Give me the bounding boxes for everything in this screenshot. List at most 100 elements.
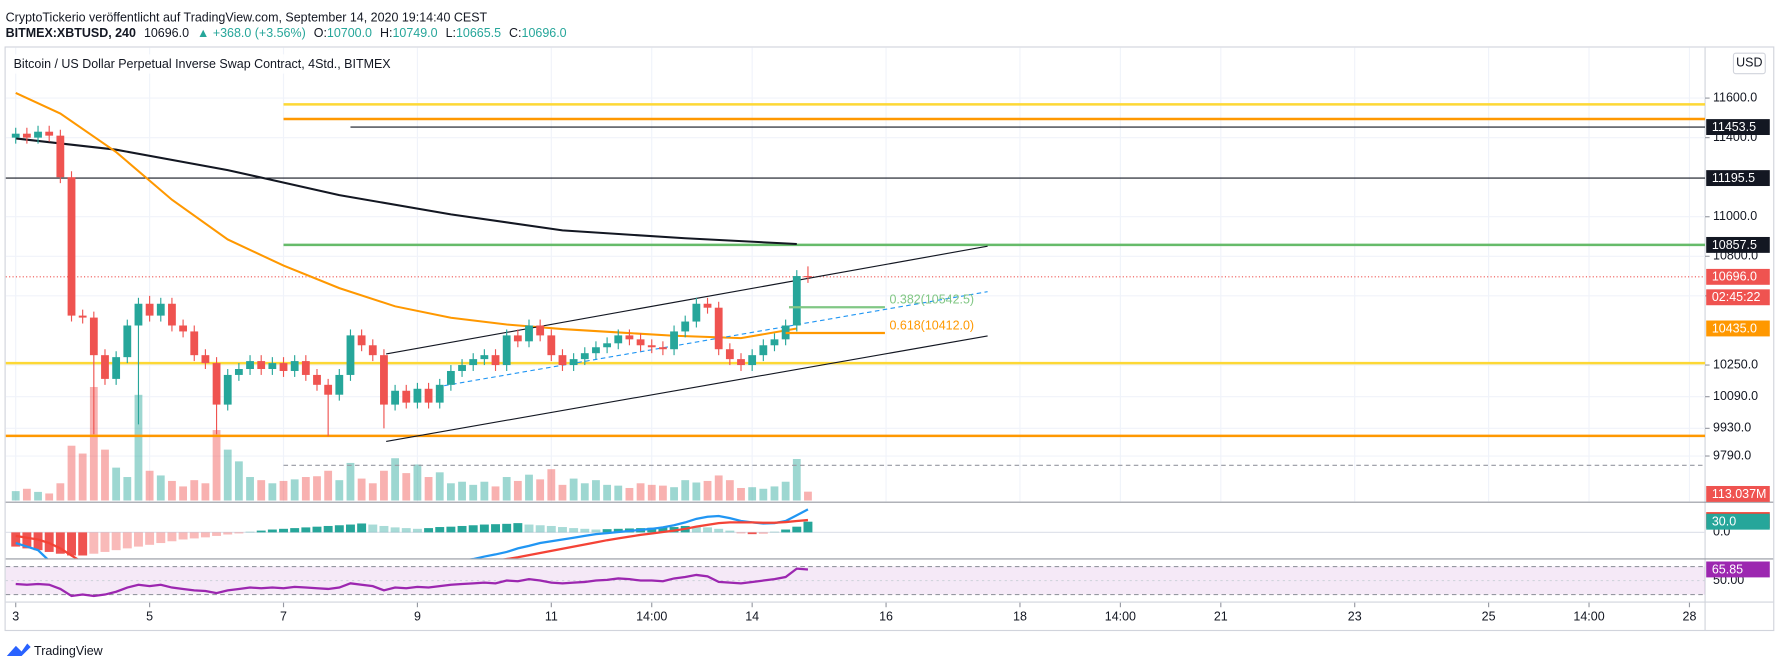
candle-body [592, 347, 600, 354]
candle-body [156, 303, 165, 316]
candle-body [324, 384, 333, 395]
candle-body [748, 355, 757, 366]
volume-bar [168, 480, 176, 501]
candle-body [703, 303, 712, 308]
candle-body [580, 353, 589, 360]
level-label-bg [1706, 236, 1770, 253]
macd-histogram-bar [390, 527, 400, 533]
macd-histogram-bar [714, 528, 724, 533]
change: ▲ +368.0 (+3.56%) [197, 26, 306, 40]
volume-bar [424, 477, 433, 501]
macd-histogram-bar [133, 532, 143, 547]
macd-histogram-bar [546, 525, 556, 533]
candle-body [257, 361, 266, 370]
candle-body [168, 303, 176, 326]
volume-bar [413, 464, 422, 501]
y-tick-label: 9790.0 [1713, 448, 1751, 462]
candle-body [614, 335, 623, 344]
currency-button[interactable] [1732, 52, 1766, 75]
x-tick-label: 16 [879, 610, 893, 624]
macd-histogram-bar [647, 527, 657, 533]
candle-body [435, 384, 444, 403]
macd-histogram-bar [591, 529, 601, 533]
volume-label-bg [1706, 485, 1770, 502]
candle-body [647, 345, 656, 348]
x-tick-label: 14 [745, 610, 759, 624]
volume-bar [223, 449, 232, 501]
macd-histogram-bar [658, 527, 668, 533]
candle-body [190, 331, 199, 356]
volume-bar [257, 480, 266, 501]
volume-bar [525, 474, 533, 501]
macd-histogram-bar [468, 525, 478, 533]
close: 10696.0 [522, 26, 567, 40]
macd-histogram-bar [502, 523, 512, 533]
volume-label: 113.037M [1712, 487, 1767, 501]
candle-body [424, 388, 433, 403]
candle-body [792, 276, 801, 326]
volume-bar [435, 472, 444, 501]
candle-body [804, 276, 812, 278]
candle-body [625, 335, 634, 340]
macd-histogram-bar [747, 532, 757, 535]
x-tick-label: 7 [280, 610, 287, 624]
candle-body [391, 390, 400, 405]
macd-histogram-bar [368, 524, 378, 533]
macd-histogram-bar [234, 532, 244, 534]
volume-bar [246, 477, 254, 501]
candle-body [458, 365, 466, 371]
candle-body [681, 321, 690, 332]
x-tick-label: 11 [545, 610, 558, 624]
logo-mark [6, 643, 31, 657]
volume-bar [101, 449, 109, 501]
y-tick-label: 11600.0 [1713, 90, 1757, 104]
macd-histogram-bar [491, 524, 500, 533]
macd-histogram-bar [212, 532, 222, 536]
candle-body [134, 303, 143, 326]
volume-bar [446, 483, 455, 501]
volume-bar [737, 487, 745, 501]
channel-line [386, 245, 988, 355]
x-tick-label: 14:00 [1105, 610, 1136, 624]
macd-histogram-bar [758, 532, 768, 534]
rsi-label: 65.85 [1712, 562, 1743, 576]
channel-line [386, 335, 988, 442]
candle-body [22, 133, 31, 138]
macd-histogram-bar [513, 523, 523, 533]
volume-bar [636, 483, 645, 501]
x-tick-label: 9 [414, 610, 421, 624]
symbol: BITMEX:XBTUSD, 240 [6, 26, 136, 40]
last: 10696.0 [144, 26, 189, 40]
volume-bar [458, 481, 466, 501]
rsi-line [15, 567, 809, 598]
macd-histogram-bar [122, 532, 132, 549]
candle-body [446, 370, 455, 385]
countdown-label: 02:45:22 [1712, 290, 1761, 304]
macd-histogram-bar [100, 532, 110, 552]
volume-bar [11, 491, 20, 501]
macd-histogram-bar [145, 532, 155, 545]
candle-body [290, 361, 299, 371]
macd-pane [5, 508, 1706, 559]
last-price-label: 10696.0 [1712, 270, 1757, 284]
macd-histogram-bar [435, 527, 445, 533]
macd-histogram-bar [781, 529, 791, 533]
volume-bar [558, 484, 567, 501]
candle-body [737, 359, 745, 366]
macd-histogram-bar [245, 531, 255, 533]
candle-body [346, 335, 355, 375]
candle-body [714, 307, 723, 350]
currency-label[interactable]: USD [1736, 56, 1762, 70]
publisher-line: CryptoTickerio veröffentlicht auf Tradin… [6, 10, 488, 24]
volume-bar [792, 459, 801, 501]
macd-histogram-bar [279, 528, 288, 533]
macd-histogram-bar [725, 530, 735, 533]
axes: 3 5 7 9 11 14:00 14 16 18 14:00 21 23 25 14:00 28 11600… [12, 90, 1770, 624]
volume-bar [402, 473, 411, 501]
moving-average [15, 92, 797, 340]
candle-body [89, 317, 98, 356]
volume-bar [614, 485, 623, 501]
candle-body [268, 363, 277, 370]
macd-histogram-bar [55, 532, 65, 554]
